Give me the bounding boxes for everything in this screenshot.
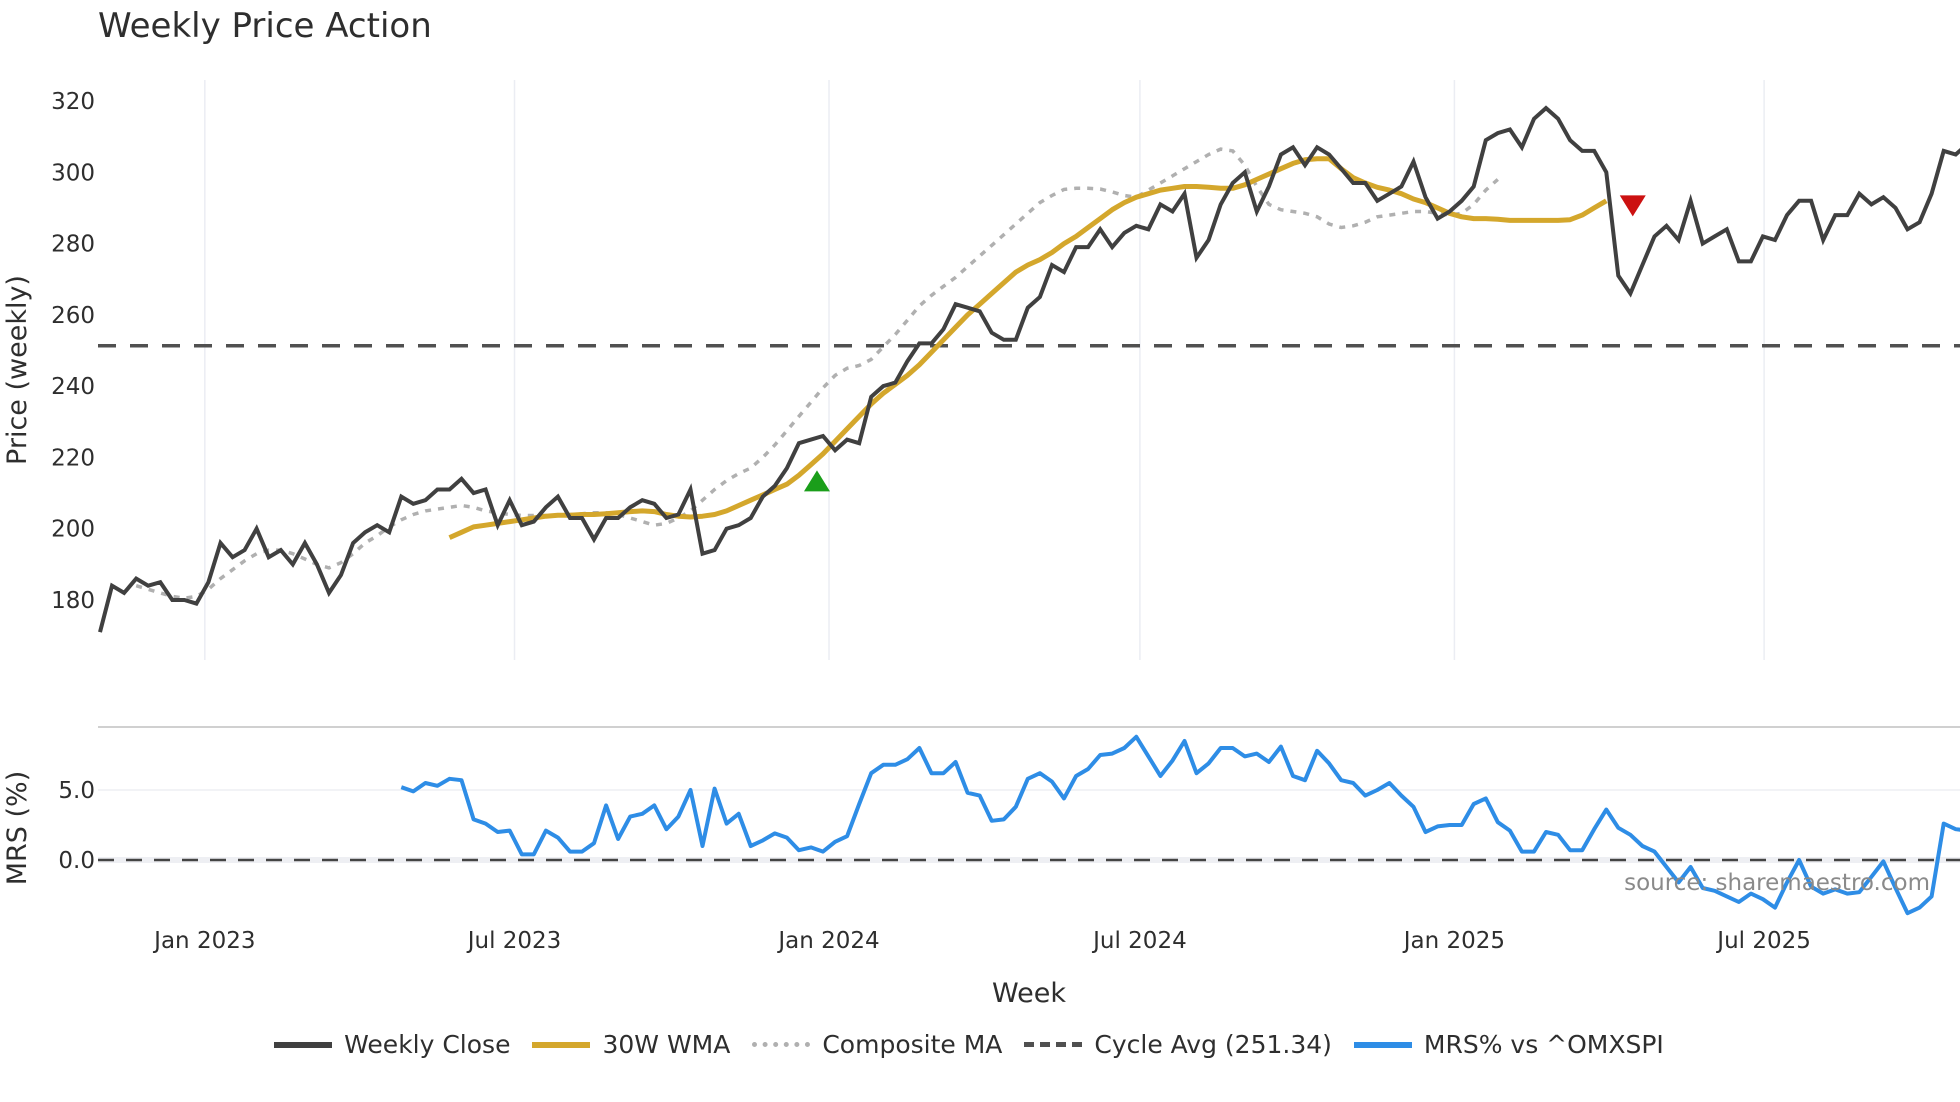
mrs-y-tick-label: 5.0 xyxy=(58,778,95,804)
price-panel xyxy=(98,105,1960,633)
x-tick-label: Jul 2023 xyxy=(466,928,562,954)
legend-item[interactable]: 30W WMA xyxy=(532,1030,730,1059)
gridlines xyxy=(98,80,1960,791)
sell-signal-marker xyxy=(1619,195,1646,217)
axes: Jan 2023 Jul 2023 Jan 2024 Jul 2024 Jan 2025… xyxy=(51,89,1811,954)
y-tick-label: 260 xyxy=(51,303,95,329)
x-axis-title: Week xyxy=(992,978,1066,1009)
y-tick-label: 220 xyxy=(51,445,95,471)
legend-swatch-icon xyxy=(1024,1042,1083,1047)
composite-ma-line xyxy=(135,147,1499,600)
mrs-line xyxy=(400,734,1960,916)
y-tick-label: 180 xyxy=(51,588,95,614)
source-note: source: sharemaestro.com xyxy=(1624,870,1930,896)
mrs-panel xyxy=(98,734,1960,916)
x-tick-label: Jan 2025 xyxy=(1402,928,1505,954)
y-tick-label: 280 xyxy=(51,232,95,258)
legend-label: Cycle Avg (251.34) xyxy=(1094,1030,1332,1059)
x-tick-label: Jul 2024 xyxy=(1091,928,1187,954)
legend-item[interactable]: Composite MA xyxy=(752,1030,1002,1059)
chart-title: Weekly Price Action xyxy=(98,6,432,46)
x-tick-label: Jan 2023 xyxy=(152,928,255,954)
legend-label: Composite MA xyxy=(822,1030,1003,1059)
legend-swatch-icon xyxy=(274,1041,333,1048)
weekly-close-line xyxy=(98,105,1960,633)
y-tick-label: 200 xyxy=(51,517,95,543)
mrs-axis-title: MRS (%) xyxy=(2,771,33,886)
legend-item[interactable]: Cycle Avg (251.34) xyxy=(1024,1030,1332,1059)
price-axis-title: Price (weekly) xyxy=(2,275,33,465)
y-tick-label: 240 xyxy=(51,374,95,400)
y-tick-label: 300 xyxy=(51,160,95,186)
legend-swatch-icon xyxy=(1353,1041,1412,1048)
legend-label: Weekly Close xyxy=(344,1030,511,1059)
legend-item[interactable]: MRS% vs ^OMXSPI xyxy=(1353,1030,1664,1059)
x-tick-label: Jul 2025 xyxy=(1715,928,1811,954)
x-tick-label: Jan 2024 xyxy=(776,928,879,954)
wma-30w-line xyxy=(448,156,1608,540)
legend-label: 30W WMA xyxy=(602,1030,731,1059)
legend-label: MRS% vs ^OMXSPI xyxy=(1423,1030,1664,1059)
y-tick-label: 320 xyxy=(51,89,95,115)
mrs-y-tick-label: 0.0 xyxy=(58,848,95,874)
legend-item[interactable]: Weekly Close xyxy=(274,1030,510,1059)
legend-swatch-icon xyxy=(532,1041,591,1048)
legend-swatch-icon xyxy=(752,1042,811,1047)
legend: Weekly Close 30W WMA Composite MA Cycle Avg… xyxy=(0,1030,1960,1059)
buy-signal-marker xyxy=(803,470,830,492)
